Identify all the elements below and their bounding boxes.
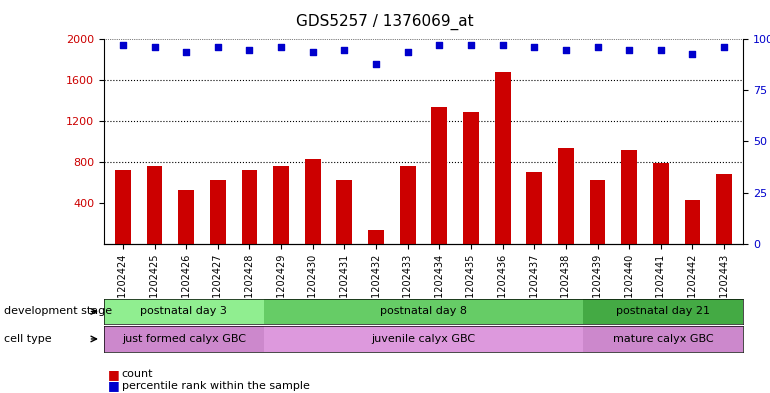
Text: development stage: development stage: [4, 307, 112, 316]
Point: [243, 46, 256, 53]
Point: [434, 42, 446, 49]
Text: just formed calyx GBC: just formed calyx GBC: [122, 334, 246, 344]
Text: postnatal day 8: postnatal day 8: [380, 307, 467, 316]
Bar: [305, 159, 320, 244]
Bar: [179, 189, 194, 244]
Bar: [336, 180, 353, 244]
Text: ■: ■: [108, 379, 119, 393]
Point: [338, 46, 350, 53]
Point: [370, 61, 382, 67]
Bar: [368, 230, 384, 244]
Point: [149, 44, 161, 51]
Bar: [621, 150, 637, 244]
Bar: [685, 200, 701, 244]
Text: percentile rank within the sample: percentile rank within the sample: [122, 381, 310, 391]
Point: [117, 42, 129, 49]
Bar: [104, 299, 263, 324]
Text: ■: ■: [108, 367, 119, 381]
Text: juvenile calyx GBC: juvenile calyx GBC: [371, 334, 476, 344]
Point: [465, 42, 477, 49]
Text: GDS5257 / 1376069_at: GDS5257 / 1376069_at: [296, 14, 474, 30]
Bar: [242, 170, 257, 244]
Bar: [115, 170, 131, 244]
Point: [275, 44, 287, 51]
Point: [212, 44, 224, 51]
Bar: [590, 180, 605, 244]
Point: [180, 48, 192, 55]
Bar: [104, 326, 263, 352]
Text: mature calyx GBC: mature calyx GBC: [613, 334, 714, 344]
Text: postnatal day 3: postnatal day 3: [140, 307, 227, 316]
Point: [654, 46, 667, 53]
Point: [623, 46, 635, 53]
Point: [718, 44, 730, 51]
Point: [306, 48, 319, 55]
Point: [560, 46, 572, 53]
Bar: [263, 326, 583, 352]
Text: cell type: cell type: [4, 334, 52, 344]
Bar: [273, 166, 289, 244]
Bar: [146, 166, 162, 244]
Bar: [716, 174, 732, 244]
Bar: [558, 148, 574, 244]
Point: [686, 50, 698, 57]
Text: postnatal day 21: postnatal day 21: [616, 307, 710, 316]
Bar: [527, 172, 542, 244]
Point: [591, 44, 604, 51]
Bar: [584, 326, 743, 352]
Bar: [263, 299, 583, 324]
Text: count: count: [122, 369, 153, 379]
Bar: [584, 299, 743, 324]
Bar: [463, 112, 479, 244]
Point: [401, 48, 413, 55]
Point: [528, 44, 541, 51]
Point: [497, 42, 509, 49]
Bar: [400, 166, 416, 244]
Bar: [494, 72, 511, 244]
Bar: [210, 180, 226, 244]
Bar: [653, 163, 668, 244]
Bar: [431, 107, 447, 244]
